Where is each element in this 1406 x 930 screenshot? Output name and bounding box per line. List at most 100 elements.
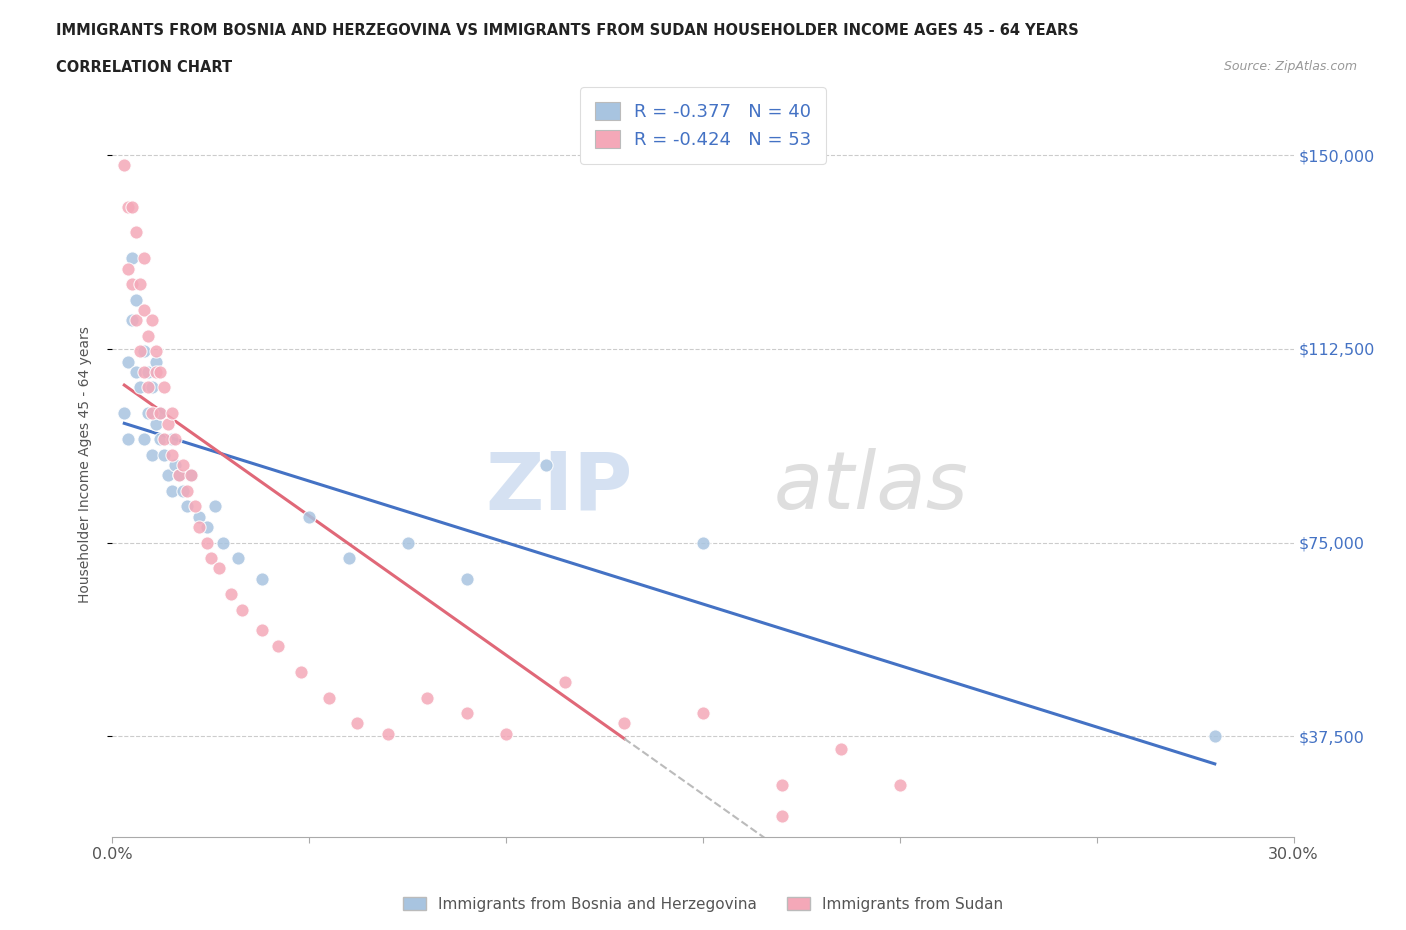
Point (160, 405, 183, 420)
Point (613, 716, 636, 731)
Text: Source: ZipAtlas.com: Source: ZipAtlas.com (1223, 60, 1357, 73)
Point (112, 158, 135, 173)
Point (129, 277, 152, 292)
Point (145, 365, 167, 379)
Point (172, 458, 194, 472)
Point (145, 354, 167, 369)
Point (456, 571, 478, 586)
Point (121, 277, 143, 292)
Point (136, 365, 159, 379)
Point (149, 405, 172, 420)
Point (377, 726, 399, 741)
Point (121, 199, 143, 214)
Point (1204, 729, 1226, 744)
Point (141, 405, 163, 420)
Point (195, 535, 218, 550)
Point (149, 365, 172, 379)
Text: atlas: atlas (773, 448, 969, 526)
Point (129, 380, 152, 395)
Point (180, 468, 202, 483)
Point (184, 498, 207, 513)
Point (318, 690, 340, 705)
Point (132, 432, 155, 446)
Text: IMMIGRANTS FROM BOSNIA AND HERZEGOVINA VS IMMIGRANTS FROM SUDAN HOUSEHOLDER INCO: IMMIGRANTS FROM BOSNIA AND HERZEGOVINA V… (56, 23, 1078, 38)
Point (346, 716, 368, 731)
Point (125, 312, 148, 327)
Point (141, 447, 163, 462)
Point (200, 551, 222, 565)
Point (219, 587, 242, 602)
Point (152, 447, 174, 462)
Point (149, 405, 172, 420)
Point (204, 498, 226, 513)
Point (160, 447, 183, 462)
Point (125, 292, 148, 307)
Point (337, 551, 360, 565)
Point (692, 535, 714, 550)
Point (125, 225, 148, 240)
Point (176, 484, 198, 498)
Point (250, 571, 273, 586)
Point (169, 468, 191, 483)
Point (117, 354, 139, 369)
Point (534, 458, 557, 472)
Point (250, 623, 273, 638)
Point (211, 535, 233, 550)
Point (165, 458, 187, 472)
Point (267, 638, 290, 653)
Point (554, 674, 576, 689)
Point (165, 432, 187, 446)
Point (188, 510, 211, 525)
Point (298, 510, 321, 525)
Point (112, 405, 135, 420)
Point (692, 706, 714, 721)
Point (495, 726, 517, 741)
Point (136, 328, 159, 343)
Point (145, 417, 167, 432)
Point (416, 690, 439, 705)
Point (117, 261, 139, 276)
Point (141, 380, 163, 395)
Point (290, 664, 312, 679)
Legend: R = -0.377   N = 40, R = -0.424   N = 53: R = -0.377 N = 40, R = -0.424 N = 53 (581, 87, 825, 164)
Point (132, 302, 155, 317)
Point (889, 777, 911, 792)
Y-axis label: Householder Income Ages 45 - 64 years: Householder Income Ages 45 - 64 years (77, 326, 91, 604)
Legend: Immigrants from Bosnia and Herzegovina, Immigrants from Sudan: Immigrants from Bosnia and Herzegovina, … (396, 890, 1010, 918)
Point (160, 484, 183, 498)
Point (125, 365, 148, 379)
Point (152, 380, 174, 395)
Point (160, 432, 183, 446)
Point (176, 498, 198, 513)
Point (156, 417, 179, 432)
Point (117, 432, 139, 446)
Point (180, 468, 202, 483)
Text: ZIP: ZIP (485, 448, 633, 526)
Point (121, 312, 143, 327)
Point (770, 809, 793, 824)
Point (149, 432, 172, 446)
Point (195, 520, 218, 535)
Point (132, 344, 155, 359)
Point (228, 551, 250, 565)
Point (141, 312, 163, 327)
Point (456, 706, 478, 721)
Point (830, 742, 852, 757)
Point (156, 468, 179, 483)
Point (132, 365, 155, 379)
Point (152, 432, 174, 446)
Text: CORRELATION CHART: CORRELATION CHART (56, 60, 232, 75)
Point (121, 251, 143, 266)
Point (136, 380, 159, 395)
Point (145, 344, 167, 359)
Point (136, 405, 159, 420)
Point (132, 251, 155, 266)
Point (117, 199, 139, 214)
Point (169, 468, 191, 483)
Point (188, 520, 211, 535)
Point (129, 344, 152, 359)
Point (396, 535, 419, 550)
Point (172, 484, 194, 498)
Point (231, 603, 253, 618)
Point (770, 777, 793, 792)
